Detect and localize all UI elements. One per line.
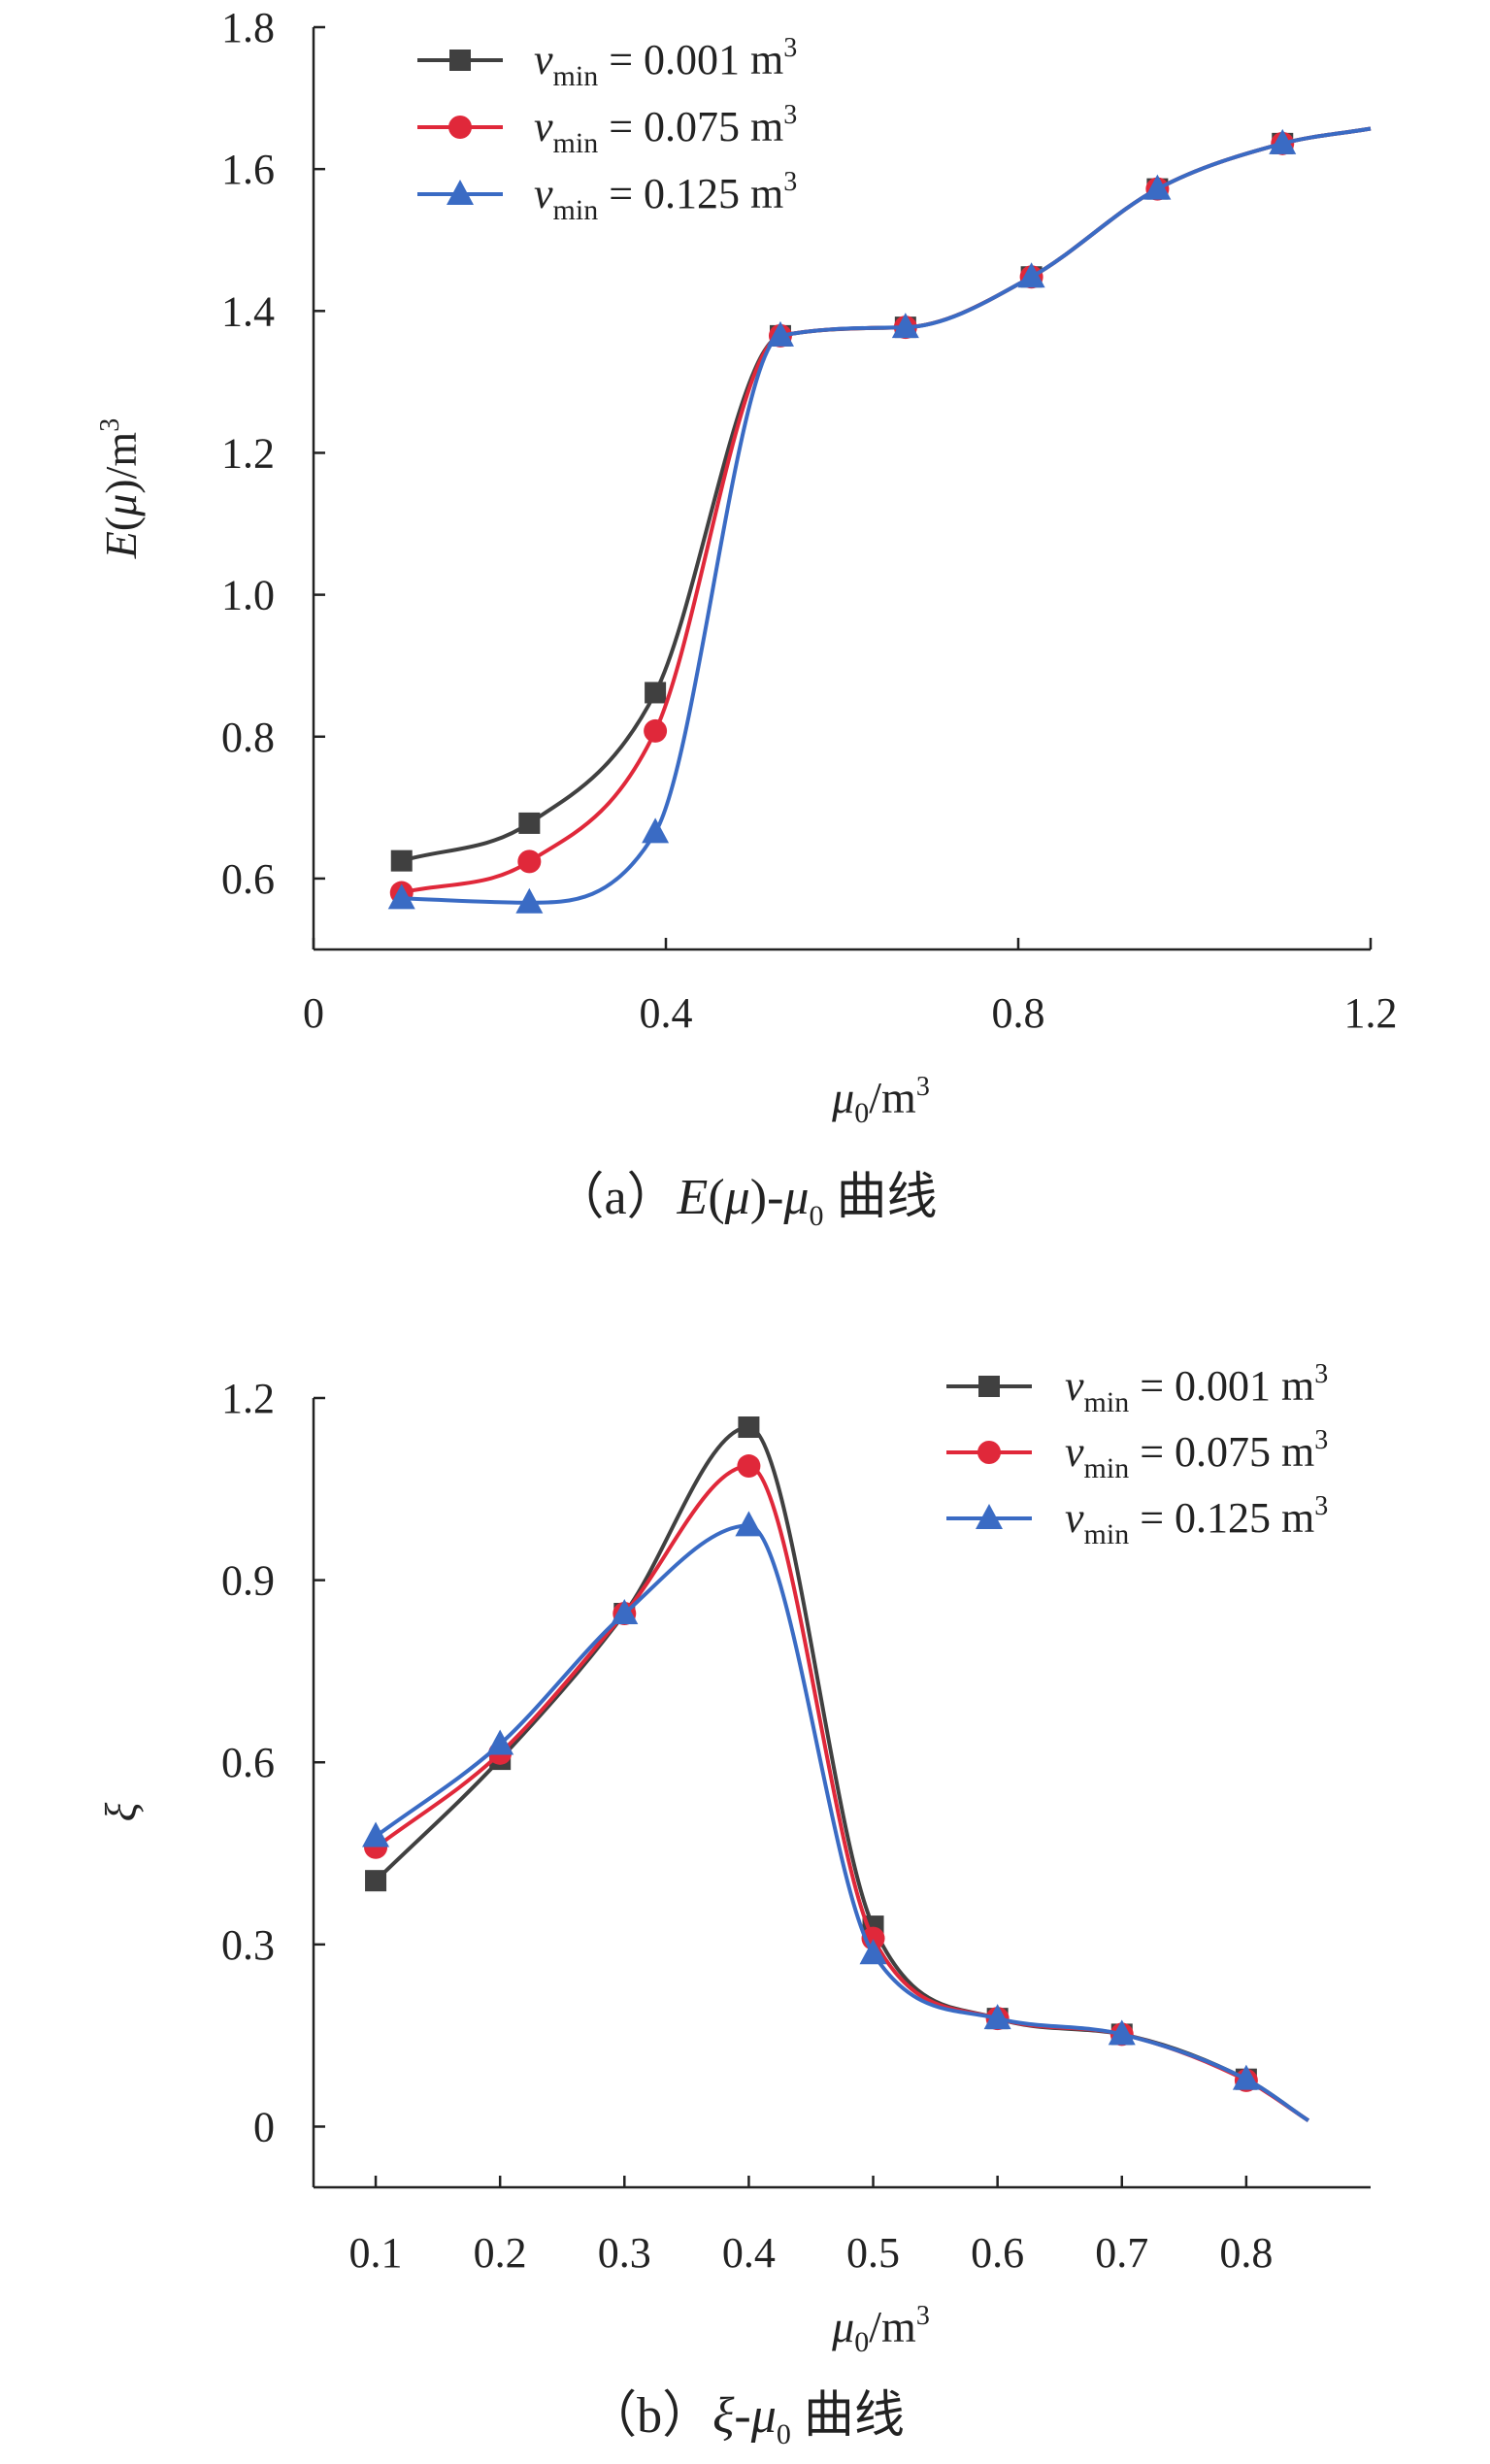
data-point [737, 1454, 761, 1479]
y-tick-label: 0.6 [221, 1739, 275, 1786]
legend-label: vmin = 0.125 m3 [1065, 1491, 1328, 1550]
y-tick-label: 0 [253, 2103, 275, 2150]
series-line [374, 1523, 1310, 2122]
data-point [1232, 2064, 1260, 2090]
data-point [1269, 128, 1297, 154]
y-tick-label: 1.6 [221, 146, 275, 193]
x-tick-label: 0.8 [1219, 2229, 1273, 2277]
series-line [401, 126, 1372, 895]
legend: vmin = 0.001 m3 vmin = 0.075 m3 vmin = 0.1… [417, 33, 797, 226]
chart-a: 0.6 0.8 1.0 1.2 1.4 1.6 1.8 0 0.4 0.8 1.2 μ0/m3 E(μ)… [95, 4, 1398, 1232]
figure-caption: （b）ξ-μ0 曲线 [586, 2388, 905, 2450]
series-line [374, 1463, 1309, 2122]
legend-marker [449, 50, 471, 71]
legend-marker [447, 180, 474, 205]
x-tick-label: 1.2 [1344, 989, 1398, 1037]
data-point [735, 1511, 763, 1537]
y-axis-label: E(μ)/m3 [95, 418, 146, 559]
series-line [401, 126, 1372, 905]
x-tick-label: 0.4 [722, 2229, 776, 2277]
legend-marker [448, 116, 472, 139]
data-point [486, 1729, 514, 1755]
legend-label: vmin = 0.075 m3 [534, 100, 797, 159]
data-point [766, 320, 794, 347]
series-square [390, 126, 1372, 872]
data-point [1108, 2019, 1136, 2046]
x-tick-label: 0 [303, 989, 324, 1037]
legend-label: vmin = 0.001 m3 [1065, 1359, 1328, 1418]
x-tick-label: 0.8 [992, 989, 1045, 1037]
x-axis-label: μ0/m3 [831, 1072, 930, 1129]
data-point [983, 2004, 1011, 2030]
y-axis-label: ξ [96, 1802, 146, 1821]
data-point [645, 682, 667, 704]
legend-marker [976, 1504, 1003, 1529]
data-point [362, 1821, 390, 1848]
series-line [401, 126, 1372, 863]
x-tick-label: 0.5 [846, 2229, 900, 2277]
data-point [642, 817, 670, 844]
y-tick-label: 1.0 [221, 572, 275, 619]
data-point [644, 718, 668, 743]
data-point [517, 849, 542, 874]
y-tick-label: 1.2 [221, 1375, 275, 1422]
series-circle [389, 126, 1372, 905]
y-tick-label: 0.8 [221, 714, 275, 761]
x-tick-label: 0.7 [1095, 2229, 1148, 2277]
y-tick-label: 1.8 [221, 4, 275, 51]
data-point [1017, 262, 1045, 288]
data-point [515, 887, 544, 914]
legend-label: vmin = 0.125 m3 [534, 167, 797, 226]
x-tick-label: 0.6 [971, 2229, 1024, 2277]
series-triangle [362, 1511, 1310, 2122]
x-tick-label: 0.2 [474, 2229, 527, 2277]
data-point [891, 313, 919, 339]
data-point [859, 1939, 887, 1965]
legend: vmin = 0.001 m3 vmin = 0.075 m3 vmin = 0.1… [946, 1359, 1328, 1550]
data-point [390, 849, 413, 872]
y-tick-label: 0.6 [221, 855, 275, 903]
data-point [518, 812, 541, 834]
data-point [387, 883, 415, 910]
y-tick-label: 1.4 [221, 287, 275, 335]
x-tick-label: 0.3 [598, 2229, 651, 2277]
series-triangle [387, 126, 1372, 914]
legend-label: vmin = 0.001 m3 [534, 33, 797, 92]
x-axis-label: μ0/m3 [831, 2301, 930, 2358]
chart-b: 0 0.3 0.6 0.9 1.2 0.1 0.2 0.3 0.4 0.5 0.6 0.7 0.8 μ0/… [96, 1359, 1371, 2450]
x-tick-label: 0.1 [349, 2229, 403, 2277]
legend-label: vmin = 0.075 m3 [1065, 1425, 1328, 1484]
data-point [365, 1870, 387, 1892]
data-point [1143, 174, 1172, 200]
y-tick-label: 0.9 [221, 1557, 275, 1605]
figure-caption: （a）E(μ)-μ0 曲线 [553, 1170, 937, 1232]
legend-marker [978, 1376, 1000, 1397]
data-point [738, 1416, 760, 1439]
x-tick-label: 0.4 [640, 989, 693, 1037]
legend-marker [977, 1441, 1001, 1464]
y-tick-label: 0.3 [221, 1921, 275, 1969]
data-point [611, 1599, 639, 1625]
y-tick-label: 1.2 [221, 429, 275, 477]
